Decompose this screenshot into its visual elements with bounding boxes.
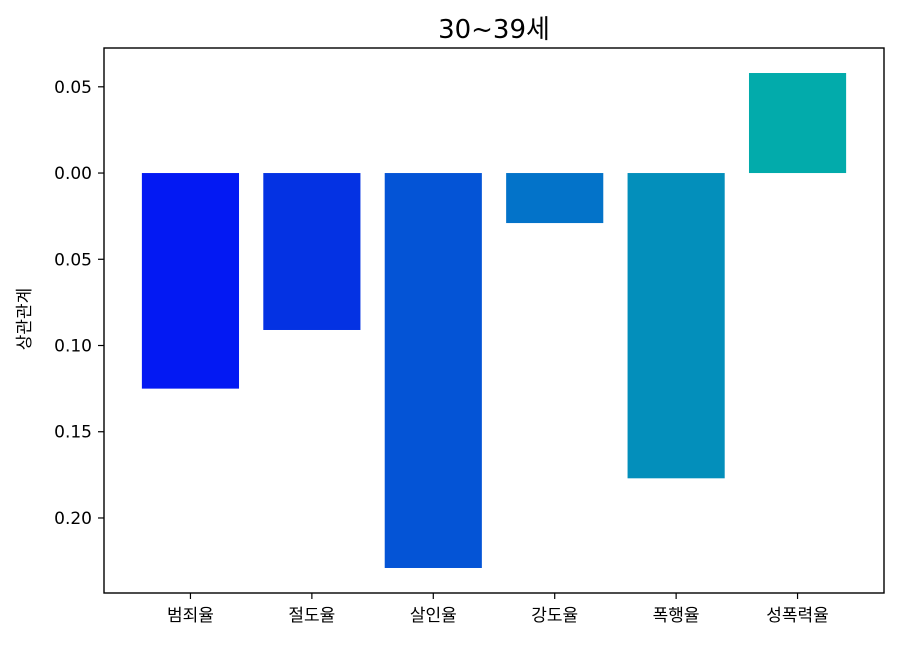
plot-frame <box>103 47 885 594</box>
bar-3 <box>384 173 482 568</box>
bar-2 <box>263 173 361 330</box>
x-tick-label: 범죄율 <box>167 606 214 626</box>
x-tick-label: 강도율 <box>531 606 578 626</box>
x-tick-label: 폭행율 <box>653 606 700 626</box>
bar-5 <box>627 173 725 479</box>
y-axis-label: 상관관계 <box>15 288 35 351</box>
y-tick-label: 0.20 <box>54 509 92 529</box>
y-tick-label: 0.00 <box>54 164 92 184</box>
y-tick-label: 0.05 <box>54 78 92 98</box>
bar-4 <box>506 173 604 224</box>
y-tick-label: 0.15 <box>54 423 92 443</box>
y-tick-label: 0.05 <box>54 250 92 270</box>
x-tick-label: 성폭력율 <box>766 606 829 626</box>
x-tick-label: 절도율 <box>288 606 335 626</box>
bar-1 <box>141 173 240 389</box>
y-tick-label: 0.10 <box>54 337 92 357</box>
plot-area: 범죄율 절도율 살인율 강도율 폭행율 성폭력율 0.05 0.00 0.05 0.10 0.15 0… <box>54 73 847 626</box>
bar-6 <box>748 73 847 174</box>
x-tick-label: 살인율 <box>410 606 457 626</box>
chart-title: 30~39세 <box>438 15 550 45</box>
